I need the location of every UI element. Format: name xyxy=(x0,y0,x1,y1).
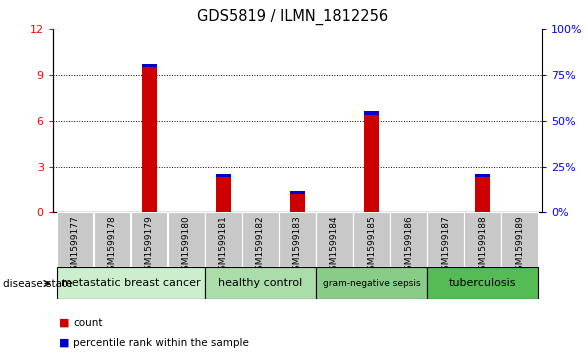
Text: GSM1599188: GSM1599188 xyxy=(478,215,487,276)
Text: ■: ■ xyxy=(59,338,69,348)
Text: GSM1599181: GSM1599181 xyxy=(219,215,228,276)
Bar xyxy=(502,212,538,267)
Bar xyxy=(142,65,156,67)
Bar xyxy=(216,175,231,177)
Bar xyxy=(57,212,93,267)
Text: GSM1599180: GSM1599180 xyxy=(182,215,190,276)
Text: healthy control: healthy control xyxy=(218,278,302,288)
Bar xyxy=(427,267,538,299)
Bar xyxy=(168,212,205,267)
Bar xyxy=(205,267,316,299)
Bar xyxy=(353,212,390,267)
Text: GSM1599183: GSM1599183 xyxy=(293,215,302,276)
Bar xyxy=(475,175,490,177)
Text: tuberculosis: tuberculosis xyxy=(449,278,516,288)
Bar xyxy=(316,212,353,267)
Bar xyxy=(364,115,379,212)
Text: GSM1599184: GSM1599184 xyxy=(330,215,339,276)
Bar xyxy=(216,177,231,212)
Text: gram-negative sepsis: gram-negative sepsis xyxy=(323,279,420,287)
Bar xyxy=(205,212,241,267)
Text: percentile rank within the sample: percentile rank within the sample xyxy=(73,338,249,348)
Text: disease state: disease state xyxy=(3,278,73,289)
Text: GSM1599189: GSM1599189 xyxy=(515,215,524,276)
Bar xyxy=(390,212,427,267)
Text: GSM1599177: GSM1599177 xyxy=(70,215,80,276)
Bar xyxy=(290,191,305,194)
Bar xyxy=(464,212,501,267)
Text: GSM1599179: GSM1599179 xyxy=(145,215,154,276)
Text: GSM1599185: GSM1599185 xyxy=(367,215,376,276)
Text: GSM1599187: GSM1599187 xyxy=(441,215,450,276)
Bar xyxy=(364,111,379,115)
Text: metastatic breast cancer: metastatic breast cancer xyxy=(61,278,200,288)
Bar xyxy=(279,212,316,267)
Bar xyxy=(475,177,490,212)
Text: GSM1599182: GSM1599182 xyxy=(256,215,265,276)
Bar xyxy=(131,212,168,267)
Text: count: count xyxy=(73,318,103,328)
Text: GDS5819 / ILMN_1812256: GDS5819 / ILMN_1812256 xyxy=(197,9,389,25)
Text: GSM1599178: GSM1599178 xyxy=(108,215,117,276)
Bar xyxy=(57,267,205,299)
Bar xyxy=(242,212,279,267)
Bar xyxy=(94,212,131,267)
Text: ■: ■ xyxy=(59,318,69,328)
Text: GSM1599186: GSM1599186 xyxy=(404,215,413,276)
Bar xyxy=(290,194,305,212)
Bar xyxy=(316,267,427,299)
Bar xyxy=(427,212,464,267)
Bar xyxy=(142,67,156,212)
